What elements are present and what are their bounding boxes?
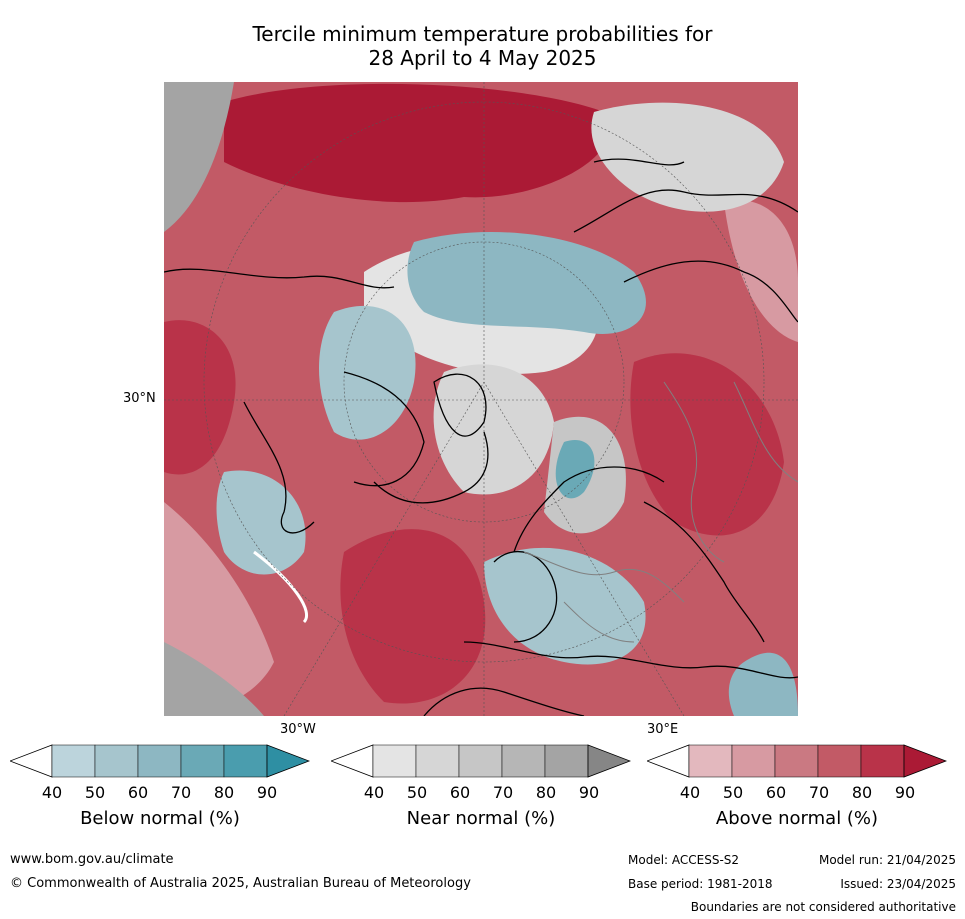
model-run-text: Model run: 21/04/2025 [818, 853, 956, 867]
colorbar-segment [688, 744, 733, 778]
colorbar-above-normal [647, 743, 947, 779]
colorbar-below-normal [10, 743, 310, 779]
chart-title-line-1: Tercile minimum temperature probabilitie… [252, 22, 713, 46]
colorbar-tick-label: 40 [363, 783, 385, 802]
colorbar-segment [51, 744, 96, 778]
colorbar-segment [137, 744, 182, 778]
colorbar-segment [458, 744, 503, 778]
colorbar-segment [817, 744, 862, 778]
colorbar-tick-label: 50 [722, 783, 744, 802]
colorbar-tick-label: 90 [894, 783, 916, 802]
chart-title-line-2: 28 April to 4 May 2025 [368, 46, 597, 70]
colorbar-arrow-low [10, 744, 53, 778]
colorbar-arrow-high [587, 744, 631, 778]
colorbar-segment [415, 744, 460, 778]
disclaimer-text: Boundaries are not considered authoritat… [690, 900, 956, 914]
colorbar-tick-label: 60 [449, 783, 471, 802]
colorbar-segment [774, 744, 819, 778]
base-period-text: Base period: 1981-2018 [628, 877, 773, 891]
colorbar-tick-label: 40 [679, 783, 701, 802]
colorbar-label-above-normal: Above normal (%) [715, 808, 879, 829]
colorbar-tick-label: 90 [256, 783, 278, 802]
colorbar-label-near-normal: Near normal (%) [406, 808, 556, 829]
colorbar-tick-label: 90 [578, 783, 600, 802]
lon-label-30w: 30°W [280, 722, 316, 737]
issued-text: Issued: 23/04/2025 [840, 877, 956, 891]
colorbar-segment [223, 744, 268, 778]
colorbar-arrow-low [331, 744, 374, 778]
lon-label-30e: 30°E [647, 722, 679, 737]
colorbar-tick-label: 50 [406, 783, 428, 802]
colorbar-segment [544, 744, 589, 778]
colorbar-arrow-high [266, 744, 310, 778]
colorbar-label-below-normal: Below normal (%) [80, 808, 240, 829]
colorbar-tick-label: 50 [84, 783, 106, 802]
colorbar-tick-label: 40 [41, 783, 63, 802]
colorbar-segment [731, 744, 776, 778]
model-text: Model: ACCESS-S2 [628, 853, 740, 867]
website-link[interactable]: www.bom.gov.au/climate [10, 852, 174, 867]
colorbar-tick-label: 70 [808, 783, 830, 802]
colorbar-tick-label: 60 [765, 783, 787, 802]
colorbar-tick-label: 70 [170, 783, 192, 802]
colorbar-arrow-high [903, 744, 947, 778]
colorbar-segment [180, 744, 225, 778]
copyright-text: © Commonwealth of Australia 2025, Austra… [10, 876, 471, 891]
lat-label-30n: 30°N [123, 391, 156, 406]
colorbar-segment [501, 744, 546, 778]
colorbar-arrow-low [647, 744, 690, 778]
colorbar-tick-label: 80 [213, 783, 235, 802]
colorbar-segment [372, 744, 417, 778]
colorbar-segment [94, 744, 139, 778]
colorbar-tick-label: 80 [851, 783, 873, 802]
colorbar-near-normal [331, 743, 631, 779]
colorbar-segment [860, 744, 905, 778]
probability-map [164, 82, 798, 716]
colorbar-tick-label: 60 [127, 783, 149, 802]
colorbar-tick-label: 70 [492, 783, 514, 802]
colorbar-tick-label: 80 [535, 783, 557, 802]
